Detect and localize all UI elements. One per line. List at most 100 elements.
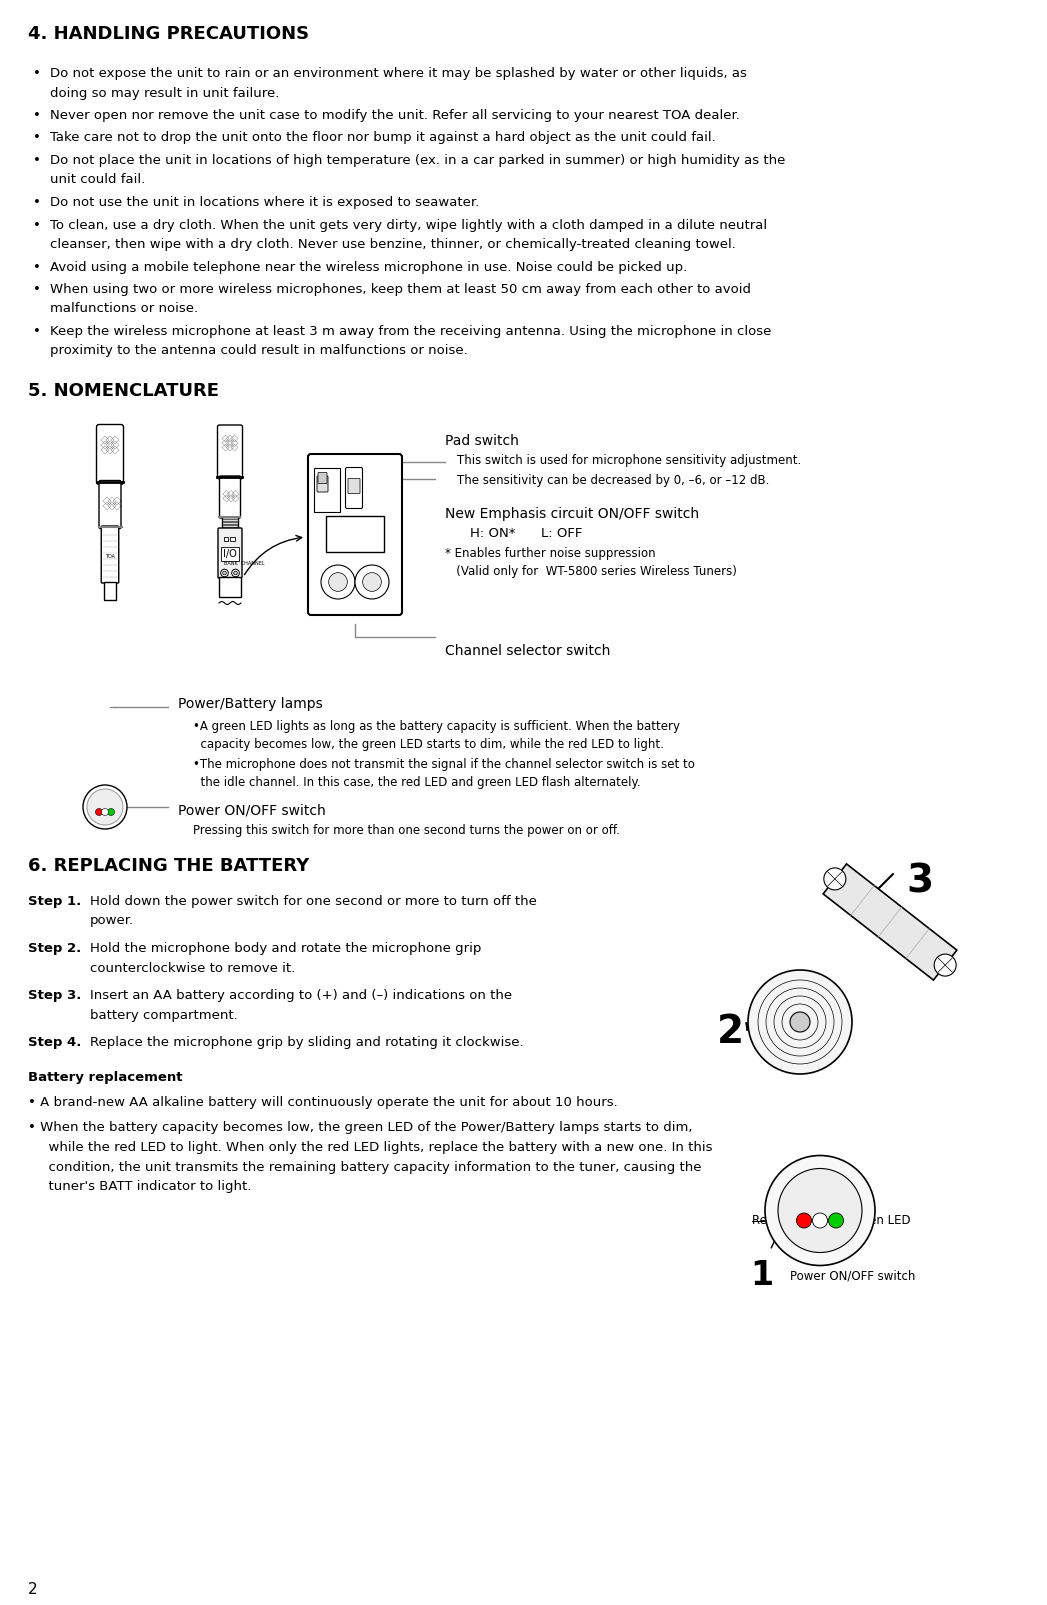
Text: •: • (34, 109, 41, 122)
FancyBboxPatch shape (346, 467, 362, 509)
Text: •: • (34, 132, 41, 144)
Text: •: • (34, 324, 41, 339)
Circle shape (824, 868, 846, 889)
Text: • A brand-new AA alkaline battery will continuously operate the unit for about 1: • A brand-new AA alkaline battery will c… (28, 1096, 618, 1109)
Text: •: • (34, 282, 41, 295)
Text: power.: power. (90, 915, 134, 928)
Text: •: • (34, 67, 41, 80)
FancyBboxPatch shape (308, 454, 402, 615)
Text: Hold the microphone body and rotate the microphone grip: Hold the microphone body and rotate the … (90, 942, 482, 955)
Text: proximity to the antenna could result in malfunctions or noise.: proximity to the antenna could result in… (50, 345, 468, 358)
Text: Avoid using a mobile telephone near the wireless microphone in use. Noise could : Avoid using a mobile telephone near the … (50, 260, 687, 273)
Text: doing so may result in unit failure.: doing so may result in unit failure. (50, 87, 280, 100)
Text: Pressing this switch for more than one second turns the power on or off.: Pressing this switch for more than one s… (193, 823, 620, 836)
Text: • When the battery capacity becomes low, the green LED of the Power/Battery lamp: • When the battery capacity becomes low,… (28, 1122, 692, 1135)
Circle shape (828, 1213, 844, 1228)
Text: Channel selector switch: Channel selector switch (445, 644, 610, 658)
Text: H: ON*      L: OFF: H: ON* L: OFF (470, 526, 582, 539)
Text: while the red LED to light. When only the red LED lights, replace the battery wi: while the red LED to light. When only th… (40, 1141, 713, 1154)
FancyBboxPatch shape (96, 424, 124, 485)
Text: Keep the wireless microphone at least 3 m away from the receiving antenna. Using: Keep the wireless microphone at least 3 … (50, 324, 772, 339)
FancyBboxPatch shape (220, 477, 241, 518)
Text: the idle channel. In this case, the red LED and green LED flash alternately.: the idle channel. In this case, the red … (193, 775, 641, 790)
Text: L: L (352, 504, 356, 514)
FancyBboxPatch shape (223, 536, 228, 541)
Text: •A green LED lights as long as the battery capacity is sufficient. When the batt: •A green LED lights as long as the batte… (193, 721, 680, 733)
Circle shape (748, 969, 852, 1074)
FancyBboxPatch shape (218, 425, 243, 478)
FancyBboxPatch shape (318, 472, 327, 483)
Text: E: E (371, 603, 374, 608)
Text: 2: 2 (347, 579, 350, 584)
Circle shape (102, 809, 109, 815)
Text: Take care not to drop the unit onto the floor nor bump it against a hard object : Take care not to drop the unit onto the … (50, 132, 716, 144)
FancyBboxPatch shape (218, 528, 242, 578)
Circle shape (87, 790, 122, 825)
Text: Red LED: Red LED (752, 1213, 801, 1226)
Text: Green LED: Green LED (848, 1213, 911, 1226)
Circle shape (355, 565, 389, 599)
Text: 1: 1 (322, 599, 326, 603)
Text: POWER: POWER (95, 799, 115, 804)
Text: New Emphasis circuit ON/OFF switch: New Emphasis circuit ON/OFF switch (445, 507, 699, 522)
Text: D: D (386, 597, 392, 602)
Text: unit could fail.: unit could fail. (50, 173, 146, 186)
Circle shape (221, 570, 228, 576)
Text: 1: 1 (353, 597, 357, 602)
Text: Step 3.: Step 3. (28, 989, 82, 1002)
Text: Do not use the unit in locations where it is exposed to seawater.: Do not use the unit in locations where i… (50, 196, 480, 209)
Text: •: • (34, 196, 41, 209)
Text: This switch is used for microphone sensitivity adjustment.: This switch is used for microphone sensi… (456, 454, 801, 467)
Circle shape (233, 571, 238, 575)
Text: –6: –6 (314, 482, 322, 491)
Circle shape (108, 809, 114, 815)
Circle shape (812, 1213, 827, 1228)
Text: [Bottom]: [Bottom] (794, 1164, 846, 1176)
Text: 5. NOMENCLATURE: 5. NOMENCLATURE (28, 382, 219, 400)
FancyBboxPatch shape (99, 480, 121, 528)
Text: Power/Battery lamps: Power/Battery lamps (178, 697, 322, 711)
Circle shape (790, 1013, 810, 1032)
Circle shape (778, 1168, 862, 1252)
Circle shape (231, 570, 240, 576)
Text: •: • (34, 218, 41, 231)
FancyBboxPatch shape (326, 515, 384, 552)
Text: To clean, use a dry cloth. When the unit gets very dirty, wipe lightly with a cl: To clean, use a dry cloth. When the unit… (50, 218, 767, 231)
Text: PAD: PAD (320, 504, 334, 510)
Polygon shape (823, 863, 957, 981)
Text: •: • (34, 260, 41, 273)
FancyBboxPatch shape (317, 477, 328, 493)
Text: condition, the unit transmits the remaining battery capacity information to the : condition, the unit transmits the remain… (40, 1160, 701, 1173)
Text: •: • (34, 154, 41, 167)
Text: I/O: I/O (342, 525, 367, 542)
Text: 3: 3 (907, 863, 934, 900)
Text: The sensitivity can be decreased by 0, –6, or –12 dB.: The sensitivity can be decreased by 0, –… (456, 473, 770, 486)
Circle shape (95, 809, 103, 815)
Text: Hold down the power switch for one second or more to turn off the: Hold down the power switch for one secon… (90, 896, 537, 908)
Text: H: H (313, 571, 317, 578)
Text: BANK: BANK (331, 552, 351, 559)
Text: TOA: TOA (105, 554, 115, 560)
Text: Step 2.: Step 2. (28, 942, 82, 955)
Text: 2: 2 (28, 1583, 38, 1597)
Text: B: B (387, 562, 391, 568)
Circle shape (223, 571, 226, 575)
Text: Insert an AA battery according to (+) and (–) indications on the: Insert an AA battery according to (+) an… (90, 989, 512, 1002)
Text: Replace the microphone grip by sliding and rotating it clockwise.: Replace the microphone grip by sliding a… (90, 1035, 524, 1050)
Text: (Valid only for  WT-5800 series Wireless Tuners): (Valid only for WT-5800 series Wireless … (445, 565, 737, 578)
Text: malfunctions or noise.: malfunctions or noise. (50, 302, 198, 316)
Bar (219, 578, 241, 597)
Text: 1: 1 (751, 1258, 774, 1292)
Text: C: C (394, 579, 398, 584)
Text: When using two or more wireless microphones, keep them at least 50 cm away from : When using two or more wireless micropho… (50, 282, 751, 295)
Circle shape (934, 953, 956, 976)
Text: I/O: I/O (223, 549, 237, 559)
Text: A: A (371, 555, 374, 560)
FancyBboxPatch shape (314, 469, 340, 512)
Text: Step 4.: Step 4. (28, 1035, 82, 1050)
Text: 2: 2 (351, 599, 354, 603)
Text: •The microphone does not transmit the signal if the channel selector switch is s: •The microphone does not transmit the si… (193, 758, 695, 770)
Text: tuner's BATT indicator to light.: tuner's BATT indicator to light. (40, 1180, 251, 1193)
Text: 0: 0 (316, 472, 321, 480)
Text: POWER: POWER (806, 1194, 834, 1204)
